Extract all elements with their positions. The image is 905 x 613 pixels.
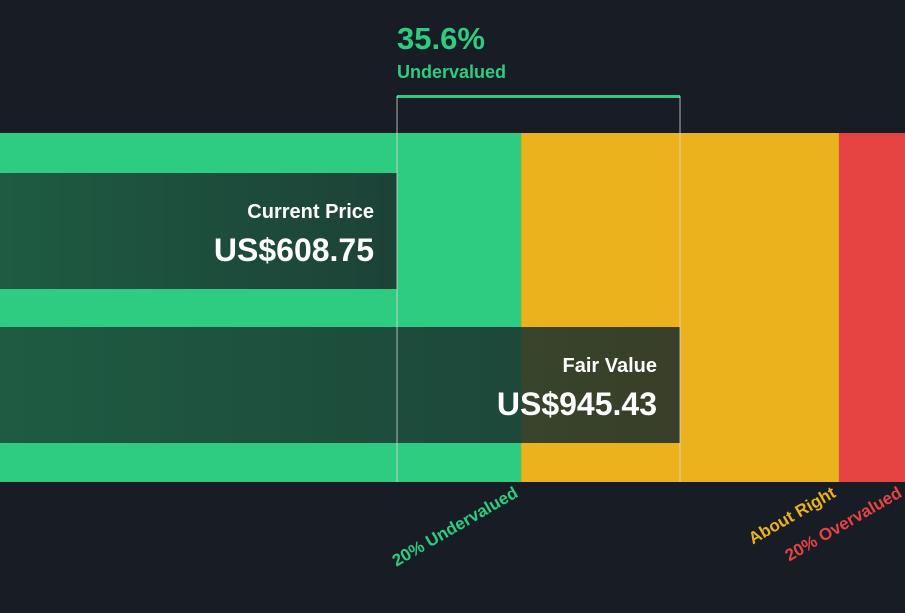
bar-value: US$945.43 — [497, 386, 657, 422]
value-bar — [0, 173, 398, 289]
annotation-sub: Undervalued — [397, 62, 506, 82]
zone — [838, 133, 905, 482]
bar-label: Current Price — [247, 201, 374, 223]
annotation: 35.6% — [397, 21, 485, 56]
zone-label: 20% Undervalued — [389, 483, 521, 570]
zone-label: 20% Overvalued — [782, 483, 905, 565]
value-bar — [0, 327, 681, 443]
bar-label: Fair Value — [563, 355, 658, 377]
bar-value: US$608.75 — [214, 232, 374, 268]
